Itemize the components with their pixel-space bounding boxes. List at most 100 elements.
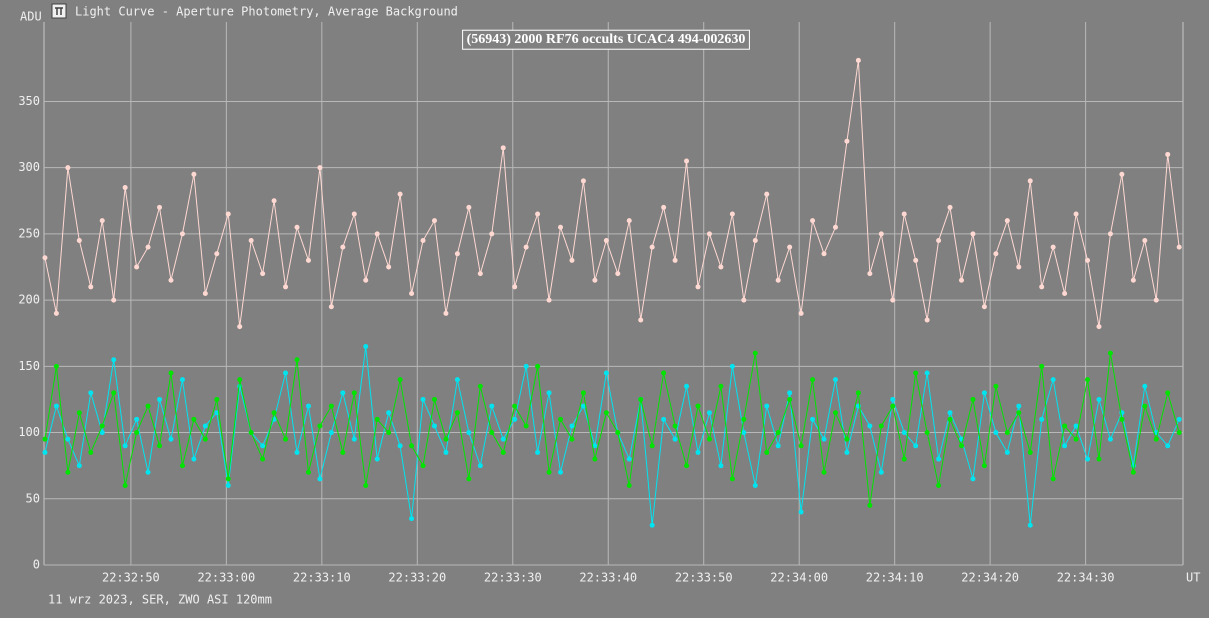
- data-point: [76, 238, 82, 244]
- data-point: [317, 423, 323, 429]
- data-point: [179, 463, 185, 469]
- data-point: [65, 469, 71, 475]
- data-point: [420, 238, 426, 244]
- data-point: [890, 396, 896, 402]
- data-point: [1130, 277, 1136, 283]
- data-point: [122, 443, 128, 449]
- data-point: [718, 383, 724, 389]
- data-point: [913, 370, 919, 376]
- data-point: [947, 204, 953, 210]
- data-point: [1062, 291, 1068, 296]
- data-point: [191, 171, 197, 177]
- data-point: [1016, 410, 1022, 416]
- data-point: [351, 211, 357, 217]
- data-point: [1096, 396, 1102, 402]
- data-point: [1176, 416, 1182, 422]
- data-point: [374, 231, 380, 237]
- data-point: [981, 390, 987, 396]
- data-point: [580, 178, 586, 184]
- data-point: [1062, 443, 1068, 449]
- data-point: [752, 350, 758, 356]
- data-point: [88, 390, 94, 396]
- x-tick-label: 22:33:50: [675, 571, 733, 585]
- data-point: [191, 416, 197, 422]
- data-point: [99, 423, 105, 429]
- chart-title: (56943) 2000 RF76 occults UCAC4 494-0026…: [467, 32, 746, 47]
- data-point: [202, 291, 208, 296]
- data-point: [42, 449, 48, 455]
- data-point: [317, 165, 323, 171]
- data-point: [248, 430, 254, 436]
- data-point: [661, 416, 667, 422]
- data-point: [477, 463, 483, 469]
- data-point: [1165, 151, 1171, 157]
- data-point: [420, 396, 426, 402]
- data-point: [901, 211, 907, 217]
- data-point: [535, 449, 541, 455]
- data-point: [374, 456, 380, 462]
- data-point: [729, 476, 735, 482]
- data-point: [810, 218, 816, 224]
- data-point: [764, 449, 770, 455]
- window-icon-glyph: [55, 7, 63, 15]
- data-point: [374, 416, 380, 422]
- data-point: [1039, 363, 1045, 369]
- data-point: [901, 430, 907, 436]
- data-point: [397, 443, 403, 449]
- data-point: [202, 436, 208, 442]
- data-point: [706, 231, 712, 237]
- data-point: [729, 211, 735, 217]
- data-point: [397, 191, 403, 197]
- data-point: [1096, 456, 1102, 462]
- data-point: [867, 423, 873, 429]
- window-title: Light Curve - Aperture Photometry, Avera…: [75, 5, 458, 19]
- data-point: [1050, 377, 1056, 383]
- data-point: [477, 271, 483, 277]
- data-point: [775, 443, 781, 449]
- data-point: [764, 403, 770, 409]
- data-point: [821, 436, 827, 442]
- data-point: [787, 244, 793, 250]
- window-icon: [51, 3, 67, 19]
- data-point: [111, 297, 117, 303]
- data-point: [718, 463, 724, 469]
- data-point: [145, 403, 151, 409]
- data-point: [1142, 383, 1148, 389]
- data-point: [523, 423, 529, 429]
- data-point: [867, 502, 873, 508]
- data-point: [1130, 469, 1136, 475]
- data-point: [237, 324, 243, 330]
- data-point: [684, 383, 690, 389]
- x-tick-label: 22:34:10: [866, 571, 924, 585]
- data-point: [317, 476, 323, 482]
- data-point: [328, 403, 334, 409]
- data-point: [99, 218, 105, 224]
- data-point: [1004, 430, 1010, 436]
- data-point: [970, 231, 976, 237]
- y-tick-label: 200: [18, 293, 40, 307]
- data-point: [718, 264, 724, 270]
- data-point: [1027, 449, 1033, 455]
- data-point: [134, 430, 140, 436]
- data-point: [122, 185, 128, 191]
- data-point: [294, 224, 300, 230]
- data-point: [798, 310, 804, 316]
- data-point: [821, 469, 827, 475]
- data-point: [168, 436, 174, 442]
- data-point: [271, 198, 277, 204]
- data-point: [466, 204, 472, 210]
- data-point: [741, 416, 747, 422]
- x-tick-label: 22:33:30: [484, 571, 542, 585]
- data-point: [512, 284, 518, 290]
- data-point: [661, 370, 667, 376]
- data-point: [913, 257, 919, 263]
- data-point: [684, 158, 690, 164]
- data-point: [1039, 416, 1045, 422]
- data-point: [454, 251, 460, 257]
- data-point: [134, 264, 140, 270]
- y-tick-label: 50: [26, 491, 40, 505]
- footer: 11 wrz 2023, SER, ZWO ASI 120mm: [48, 593, 272, 607]
- data-point: [225, 476, 231, 482]
- x-tick-label: 22:33:40: [579, 571, 637, 585]
- data-point: [489, 403, 495, 409]
